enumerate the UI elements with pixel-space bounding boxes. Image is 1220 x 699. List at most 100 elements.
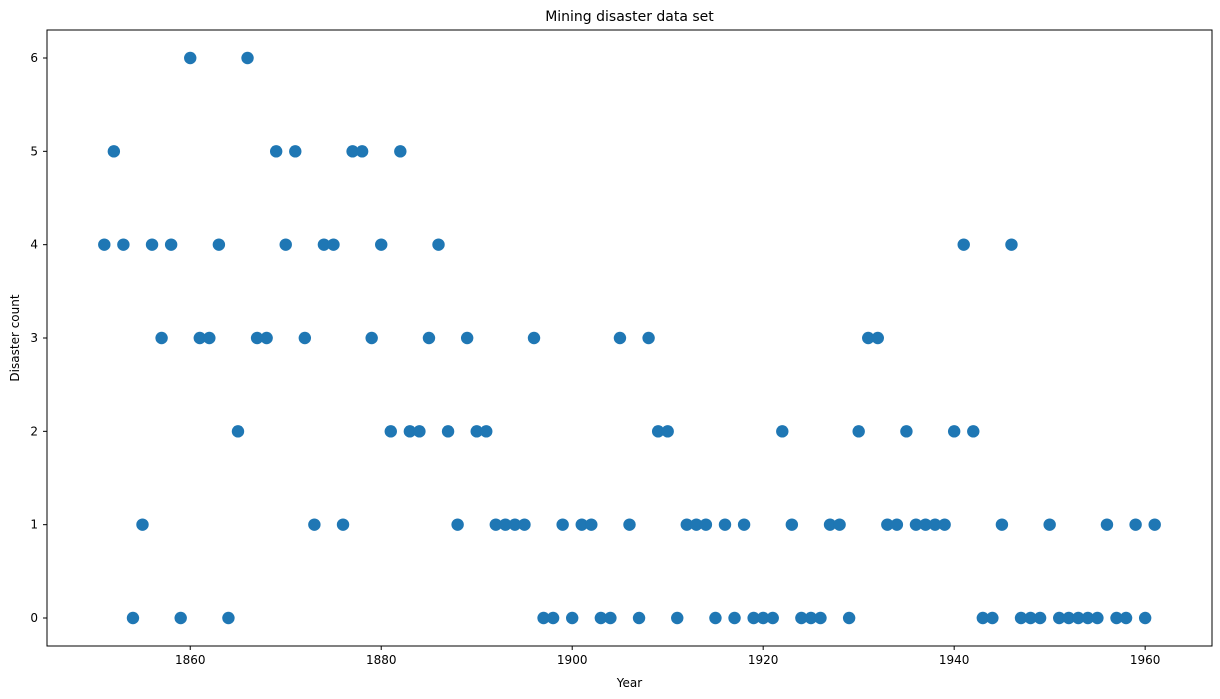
data-point [909, 518, 923, 531]
data-point [947, 425, 961, 438]
data-point [1138, 611, 1152, 625]
y-tick-label: 3 [30, 331, 38, 345]
data-point [1148, 518, 1161, 531]
data-point [680, 518, 693, 531]
data-point [1024, 611, 1037, 625]
data-point [795, 611, 808, 625]
data-point [871, 331, 884, 345]
data-point [919, 518, 932, 531]
data-point [776, 425, 789, 438]
data-point [327, 238, 340, 251]
data-point [126, 611, 140, 625]
data-point [480, 425, 493, 438]
data-point [241, 51, 254, 65]
data-point [375, 238, 388, 251]
x-axis-title: Year [616, 676, 642, 690]
data-point [756, 611, 770, 625]
data-point [384, 425, 397, 438]
data-point [1081, 611, 1095, 625]
data-point [260, 331, 273, 345]
x-tick-label: 1940 [939, 653, 970, 667]
chart-title: Mining disaster data set [545, 9, 714, 25]
data-point [986, 611, 999, 625]
data-point [1091, 611, 1104, 625]
data-point [508, 518, 522, 531]
data-point [1110, 611, 1123, 625]
data-point [766, 611, 779, 625]
data-point [890, 518, 904, 531]
data-point [451, 518, 464, 531]
data-point [814, 611, 827, 625]
data-point [489, 518, 503, 531]
data-point [928, 518, 942, 531]
data-point [136, 518, 149, 531]
data-point [1062, 611, 1075, 625]
data-point [403, 425, 417, 438]
data-point [269, 145, 283, 158]
data-point [1072, 611, 1085, 625]
data-point [632, 611, 646, 625]
data-point [422, 331, 436, 345]
data-point [747, 611, 760, 625]
data-point [995, 518, 1009, 531]
data-point [117, 238, 130, 251]
plot-frame [46, 29, 1213, 647]
x-tick-label: 1920 [748, 653, 779, 667]
data-point [346, 145, 359, 158]
data-point [718, 518, 732, 531]
data-point [1129, 518, 1142, 531]
data-point [852, 425, 865, 438]
data-point [174, 611, 187, 625]
data-point [145, 238, 159, 251]
data-point [155, 331, 168, 345]
data-point [957, 238, 970, 251]
data-point [651, 425, 665, 438]
data-point [594, 611, 608, 625]
data-point [737, 518, 751, 531]
data-point [862, 331, 875, 345]
y-tick-label: 2 [30, 424, 38, 438]
data-point [527, 331, 541, 345]
data-point [184, 51, 197, 65]
y-tick-label: 0 [30, 611, 38, 625]
data-points [98, 51, 1161, 625]
data-point [556, 518, 569, 531]
data-point [566, 611, 579, 625]
data-point [785, 518, 799, 531]
data-point [881, 518, 894, 531]
data-point [107, 145, 121, 158]
data-point [1053, 611, 1066, 625]
data-point [365, 331, 378, 345]
data-point [623, 518, 636, 531]
data-point [432, 238, 445, 251]
data-point [709, 611, 722, 625]
x-tick-label: 1900 [557, 653, 588, 667]
y-axis-title: Disaster count [8, 294, 22, 381]
y-tick-label: 5 [30, 144, 38, 158]
data-point [441, 425, 455, 438]
data-point [203, 331, 216, 345]
data-point [546, 611, 560, 625]
data-point [976, 611, 990, 625]
x-tick-label: 1880 [366, 653, 397, 667]
data-point [231, 425, 245, 438]
data-point [289, 145, 302, 158]
data-point [900, 425, 913, 438]
data-point [1005, 238, 1018, 251]
data-point [222, 611, 235, 625]
data-point [1119, 611, 1133, 625]
data-point [98, 238, 111, 251]
data-point [1014, 611, 1028, 625]
data-point [537, 611, 550, 625]
data-point [938, 518, 951, 531]
data-point [355, 145, 369, 158]
data-point [604, 611, 617, 625]
data-point [804, 611, 818, 625]
data-point [1033, 611, 1047, 625]
data-point [967, 425, 980, 438]
data-point [823, 518, 837, 531]
data-point [842, 611, 856, 625]
data-point [279, 238, 292, 251]
data-point [575, 518, 588, 531]
